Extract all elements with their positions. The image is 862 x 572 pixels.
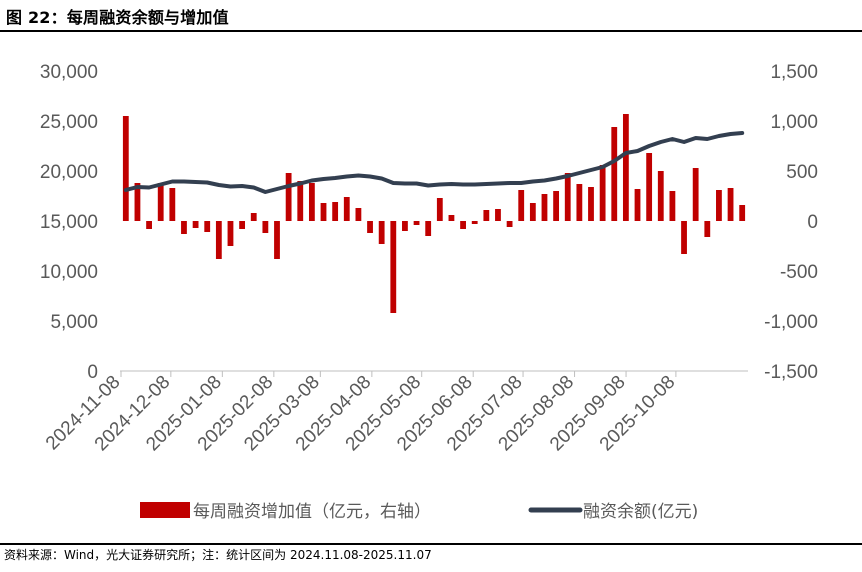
left-tick-label: 10,000 [40, 262, 98, 283]
weekly-increase-bar [425, 221, 432, 236]
weekly-increase-bar [215, 221, 222, 259]
weekly-increase-bar [471, 221, 478, 224]
weekly-increase-bar [332, 202, 339, 221]
right-axis: -1,500 -1,000 -500 0 500 1,000 1,500 [764, 62, 818, 383]
weekly-increase-bar [727, 188, 734, 221]
top-rule [0, 30, 862, 32]
weekly-increase-bar [169, 188, 176, 221]
legend: 每周融资增加值（亿元，右轴） 融资余额(亿元) [140, 502, 698, 522]
weekly-increase-bar [413, 221, 420, 225]
chart-title: 图 22：每周融资余额与增加值 [6, 8, 229, 27]
weekly-increase-bar [553, 191, 560, 221]
right-tick-label: -500 [780, 262, 818, 283]
left-tick-label: 5,000 [50, 312, 98, 333]
weekly-increase-bar [390, 221, 397, 313]
weekly-increase-bar [506, 221, 513, 227]
weekly-increase-bar [611, 127, 618, 221]
weekly-increase-bar [692, 168, 699, 221]
source-note: 资料来源：Wind，光大证券研究所；注：统计区间为 2024.11.08-202… [4, 548, 432, 562]
bottom-rule [0, 543, 862, 545]
weekly-increase-bar [657, 171, 664, 221]
weekly-increase-bar [250, 213, 257, 221]
weekly-increase-bar [436, 198, 443, 221]
legend-line-label: 融资余额(亿元) [583, 502, 698, 522]
x-axis: 2024-11-082024-12-082025-01-082025-02-08… [42, 371, 679, 455]
weekly-increase-bar [588, 187, 594, 221]
left-tick-label: 15,000 [40, 212, 98, 233]
weekly-increase-bar [320, 203, 327, 221]
weekly-increase-bar [262, 221, 269, 233]
weekly-increase-bar [518, 190, 525, 221]
weekly-increase-bar [181, 221, 187, 234]
weekly-increase-bar [134, 183, 141, 221]
left-axis: 0 5,000 10,000 15,000 20,000 25,000 30,000 [40, 62, 98, 383]
weekly-increase-bar [308, 183, 315, 221]
weekly-increase-bar [669, 191, 676, 221]
weekly-increase-bar [239, 221, 246, 229]
weekly-increase-bar [634, 189, 641, 221]
weekly-increase-bar [599, 165, 606, 221]
weekly-increase-bar [274, 221, 280, 259]
weekly-increase-bar [576, 184, 583, 221]
right-tick-label: 0 [807, 212, 818, 233]
weekly-increase-bar [192, 221, 199, 228]
weekly-increase-bar [564, 173, 571, 221]
weekly-increase-bar [739, 205, 746, 221]
left-tick-label: 0 [87, 362, 98, 383]
left-tick-label: 30,000 [40, 62, 98, 83]
weekly-increase-bar [146, 221, 152, 229]
right-tick-label: -1,000 [764, 312, 818, 333]
weekly-increase-bar [681, 221, 687, 254]
weekly-increase-bar [367, 221, 373, 233]
weekly-increase-bar [343, 197, 350, 221]
legend-bar-swatch [140, 502, 190, 518]
weekly-increase-bar [227, 221, 234, 246]
weekly-increase-bar [204, 221, 211, 232]
right-tick-label: -1,500 [764, 362, 818, 383]
weekly-increase-bar [716, 190, 722, 221]
weekly-increase-bar [402, 221, 408, 231]
right-tick-label: 1,500 [770, 62, 818, 83]
weekly-increase-bar [704, 221, 711, 237]
weekly-increase-bar [378, 221, 385, 244]
weekly-increase-bar [460, 221, 466, 229]
balance-line [123, 131, 745, 194]
left-tick-label: 25,000 [40, 112, 98, 133]
weekly-increase-bar [297, 181, 304, 221]
weekly-increase-bar [495, 209, 501, 221]
weekly-increase-bar [646, 153, 653, 221]
weekly-increase-bar [285, 173, 292, 221]
weekly-increase-bar [541, 194, 548, 221]
bar-series [122, 114, 746, 313]
weekly-increase-bar [483, 210, 490, 221]
right-tick-label: 500 [786, 162, 818, 183]
chart-canvas: 0 5,000 10,000 15,000 20,000 25,000 30,000 -1,… [40, 62, 818, 522]
weekly-increase-bar [355, 208, 362, 221]
right-tick-label: 1,000 [770, 112, 818, 133]
weekly-increase-bar [448, 215, 455, 221]
left-tick-label: 20,000 [40, 162, 98, 183]
weekly-increase-bar [622, 114, 629, 221]
weekly-increase-bar [157, 183, 164, 221]
weekly-increase-bar [529, 203, 536, 221]
legend-bar-label: 每周融资增加值（亿元，右轴） [193, 502, 431, 522]
weekly-increase-bar [122, 116, 129, 221]
